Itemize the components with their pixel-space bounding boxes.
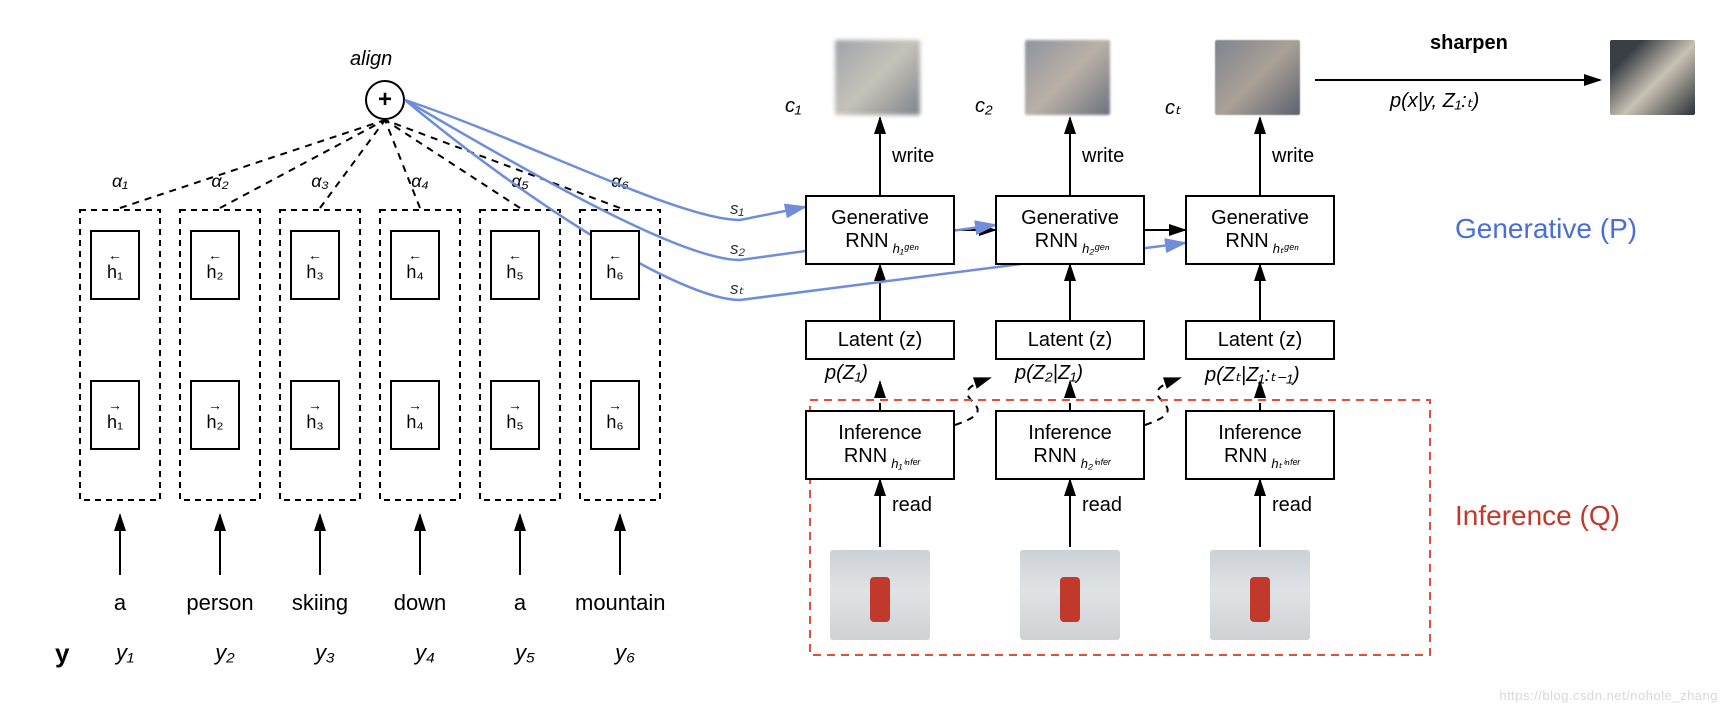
svg-text:α₅: α₅ [511,171,529,191]
word-6: mountain [575,590,665,616]
h-back-4: ←h₄ [390,230,440,300]
read-label-1: read [892,494,932,517]
inf-rnn-3: InferenceRNNhₜⁱⁿᶠᵉʳ [1185,410,1335,480]
align-plus-node: + [365,80,405,120]
svg-text:s₁: s₁ [730,199,744,218]
c-label-2: c₂ [975,95,993,118]
svg-text:α₆: α₆ [611,171,629,191]
svg-text:α₁: α₁ [112,171,128,191]
ytok-3: y₃ [295,640,355,666]
plus-icon: + [378,86,392,114]
h-fwd-1: →h₁ [90,380,140,450]
align-label: align [350,48,392,71]
h-fwd-2: →h₂ [190,380,240,450]
word-3: skiing [275,590,365,616]
word-5: a [475,590,565,616]
inference-label: Inference (Q) [1455,500,1620,532]
latent-3: Latent (z) [1185,320,1335,360]
output-thumb-c1 [835,40,920,115]
svg-text:s₂: s₂ [730,239,746,258]
input-thumb-1 [830,550,930,640]
latent-1: Latent (z) [805,320,955,360]
h-fwd-4: →h₄ [390,380,440,450]
h-fwd-5: →h₅ [490,380,540,450]
write-label-3: write [1272,145,1314,168]
c-label-1: c₁ [785,95,801,118]
h-fwd-3: →h₃ [290,380,340,450]
sharpen-formula: p(x|y, Z₁:ₜ) [1390,88,1479,113]
h-fwd-6: →h₆ [590,380,640,450]
input-thumb-2 [1020,550,1120,640]
generative-label: Generative (P) [1455,213,1637,245]
latent-sub-1: p(Z₁) [825,362,975,385]
svg-text:α₃: α₃ [311,171,328,191]
write-label-2: write [1082,145,1124,168]
ytok-5: y₅ [495,640,555,666]
word-1: a [75,590,165,616]
gen-rnn-2: GenerativeRNNh₂ᵍᵉⁿ [995,195,1145,265]
word-2: person [175,590,265,616]
ytok-4: y₄ [395,640,455,666]
sharpen-label: sharpen [1430,32,1508,55]
latent-sub-2: p(Z₂|Z₁) [1015,362,1165,385]
latent-2: Latent (z) [995,320,1145,360]
gen-rnn-1: GenerativeRNNh₁ᵍᵉⁿ [805,195,955,265]
inf-rnn-1: InferenceRNNh₁ⁱⁿᶠᵉʳ [805,410,955,480]
gen-rnn-3: GenerativeRNNhₜᵍᵉⁿ [1185,195,1335,265]
latent-sub-3: p(Zₜ|Z₁:ₜ₋₁) [1205,362,1355,387]
input-thumb-3 [1210,550,1310,640]
output-thumb-sharp [1610,40,1695,115]
y-vector-label: y [55,638,69,669]
word-4: down [375,590,465,616]
watermark: https://blog.csdn.net/nohole_zhang [1499,688,1718,703]
read-label-3: read [1272,494,1312,517]
h-back-6: ←h₆ [590,230,640,300]
inf-rnn-2: InferenceRNNh₂ⁱⁿᶠᵉʳ [995,410,1145,480]
svg-text:α₄: α₄ [411,171,428,191]
write-label-1: write [892,145,934,168]
h-back-1: ←h₁ [90,230,140,300]
output-thumb-cT [1215,40,1300,115]
ytok-1: y₁ [95,640,155,666]
read-label-2: read [1082,494,1122,517]
output-thumb-c2 [1025,40,1110,115]
h-back-5: ←h₅ [490,230,540,300]
h-back-2: ←h₂ [190,230,240,300]
diagram-canvas: align + Generative (P) Inference (Q) sha… [0,0,1728,709]
svg-text:sₜ: sₜ [730,279,745,298]
ytok-6: y₆ [595,640,655,666]
ytok-2: y₂ [195,640,255,666]
svg-text:α₂: α₂ [211,171,228,191]
c-label-3: cₜ [1165,95,1181,120]
h-back-3: ←h₃ [290,230,340,300]
